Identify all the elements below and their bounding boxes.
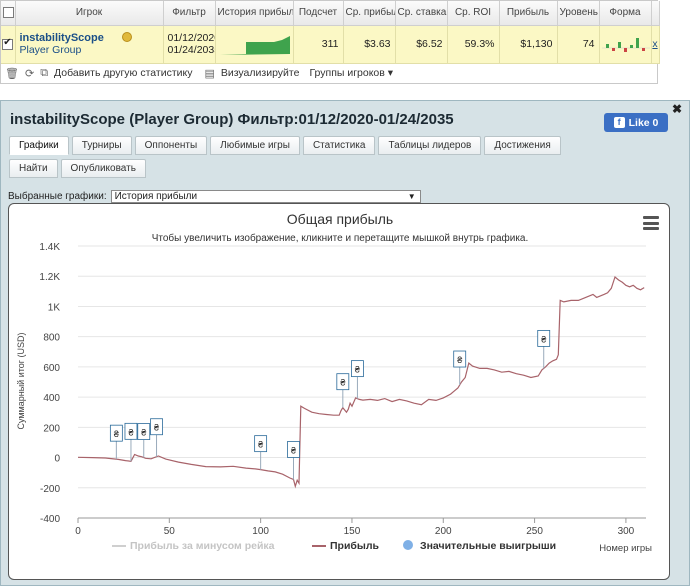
- filter-to: 01/24/2035: [167, 44, 215, 56]
- stats-toolbar: 🗑 ⟳ ⧉ Добавить другую статистику ▤ Визуа…: [5, 65, 393, 81]
- chart-select-row: Выбранные графики: История прибыли ▼: [8, 190, 421, 203]
- header-filter[interactable]: Фильтр: [163, 1, 216, 26]
- filter-cell: 01/12/2020 01/24/2035: [163, 25, 216, 64]
- player-groups-dropdown[interactable]: Группы игроков ▾: [309, 67, 393, 79]
- header-remove: [651, 1, 660, 26]
- chart-select-label: Выбранные графики:: [8, 191, 107, 202]
- profit-history-sparkline: [219, 35, 290, 55]
- header-select: [1, 1, 16, 26]
- player-cell: instabilityScope Player Group: [15, 25, 164, 64]
- profit-cell: $1,130: [499, 25, 558, 64]
- player-groups-label: Группы игроков: [309, 67, 385, 79]
- close-icon[interactable]: ✖: [672, 102, 683, 116]
- add-stats-link[interactable]: Добавить другую статистику: [54, 67, 193, 79]
- count-cell: 311: [293, 25, 344, 64]
- avg-roi-cell: 59.3%: [447, 25, 500, 64]
- facebook-like-button[interactable]: f Like 0: [604, 113, 668, 132]
- form-chart: [601, 37, 650, 52]
- visualize-link[interactable]: Визуализируйте: [220, 67, 300, 79]
- tab-publish[interactable]: Опубликовать: [60, 159, 146, 178]
- header-form[interactable]: Форма: [599, 1, 652, 26]
- chart-select-value: История прибыли: [114, 191, 198, 202]
- trash-icon[interactable]: 🗑: [5, 67, 19, 80]
- chart-select[interactable]: История прибыли ▼: [110, 190, 421, 203]
- refresh-icon[interactable]: ⟳: [24, 67, 35, 80]
- avg-profit-cell: $3.63: [343, 25, 396, 64]
- header-profit-history[interactable]: История прибыли: [215, 1, 294, 26]
- chevron-down-icon: ▼: [407, 192, 416, 201]
- medal-icon: [122, 32, 132, 42]
- form-cell: [599, 25, 652, 64]
- tab-favorite-games[interactable]: Любимые игры: [210, 136, 300, 155]
- stats-header-row: Игрок Фильтр История прибыли Подсчет Ср.…: [1, 1, 660, 26]
- filter-from: 01/12/2020: [167, 32, 215, 44]
- remove-row-button[interactable]: x: [651, 25, 660, 64]
- stats-table: Игрок Фильтр История прибыли Подсчет Ср.…: [1, 1, 660, 64]
- chart-menu-icon[interactable]: [643, 216, 659, 230]
- chart-icon: ▤: [204, 67, 215, 80]
- select-all-checkbox[interactable]: [3, 7, 14, 19]
- level-cell: 74: [557, 25, 600, 64]
- panel-title: instabilityScope (Player Group) Фильтр:0…: [10, 111, 454, 128]
- row-select-cell: [1, 25, 16, 64]
- tab-statistics[interactable]: Статистика: [302, 136, 376, 155]
- player-type: Player Group: [19, 44, 82, 56]
- tab-charts[interactable]: Графики: [9, 136, 69, 155]
- avg-stake-cell: $6.52: [395, 25, 448, 64]
- header-count[interactable]: Подсчет: [293, 1, 344, 26]
- header-avg-roi[interactable]: Ср. ROI: [447, 1, 500, 26]
- header-player[interactable]: Игрок: [15, 1, 164, 26]
- stats-table-panel: Игрок Фильтр История прибыли Подсчет Ср.…: [0, 0, 660, 84]
- header-level[interactable]: Уровень: [557, 1, 600, 26]
- facebook-icon: f: [613, 117, 625, 128]
- chevron-down-icon: ▾: [387, 67, 394, 79]
- panel-tabs: Графики Турниры Оппоненты Любимые игры С…: [9, 136, 609, 178]
- player-name-link[interactable]: instabilityScope: [19, 32, 104, 44]
- facebook-like-label: Like 0: [628, 116, 659, 129]
- tab-opponents[interactable]: Оппоненты: [134, 136, 208, 155]
- header-avg-profit[interactable]: Ср. прибыль: [343, 1, 396, 26]
- profit-history-cell: [215, 25, 294, 64]
- add-stats-icon: ⧉: [40, 66, 49, 79]
- tab-tournaments[interactable]: Турниры: [71, 136, 132, 155]
- tab-leaderboards[interactable]: Таблицы лидеров: [378, 136, 482, 155]
- player-row-checkbox[interactable]: [2, 37, 14, 50]
- header-avg-stake[interactable]: Ср. ставка: [395, 1, 448, 26]
- tab-achievements[interactable]: Достижения: [484, 136, 561, 155]
- tab-find[interactable]: Найти: [9, 159, 58, 178]
- chart-container: [8, 203, 670, 580]
- player-row: instabilityScope Player Group 01/12/2020…: [1, 25, 660, 64]
- header-profit[interactable]: Прибыль: [499, 1, 558, 26]
